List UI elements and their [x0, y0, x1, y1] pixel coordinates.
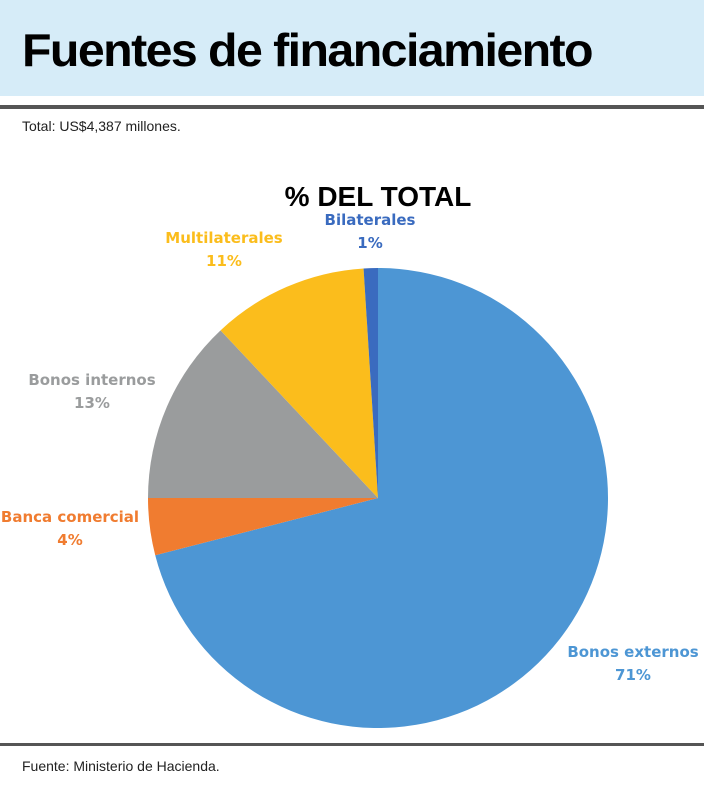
- chart-title: % DEL TOTAL: [285, 181, 472, 212]
- footer-rule: [0, 743, 704, 746]
- slice-value-label: 13%: [74, 394, 110, 412]
- slice-label: Bonos externos: [567, 643, 698, 661]
- slice-label: Banca comercial: [1, 508, 139, 526]
- slice-label: Multilaterales: [165, 229, 283, 247]
- slice-label: Bilaterales: [325, 211, 416, 229]
- source: Fuente: Ministerio de Hacienda.: [22, 758, 220, 774]
- pie: [148, 268, 608, 728]
- slice-value-label: 71%: [615, 666, 651, 684]
- pie-slice: [148, 330, 378, 498]
- slice-value-label: 11%: [206, 252, 242, 270]
- subtitle: Total: US$4,387 millones.: [22, 118, 181, 134]
- slice-value-label: 4%: [57, 531, 82, 549]
- pie-slice: [220, 268, 378, 498]
- pie-slice: [148, 498, 378, 556]
- header-band: [0, 0, 704, 96]
- slice-value-label: 1%: [357, 234, 382, 252]
- slice-label: Bonos internos: [28, 371, 155, 389]
- header-rule: [0, 105, 704, 109]
- page-title: Fuentes de financiamiento: [22, 24, 592, 76]
- pie-slice: [155, 268, 608, 728]
- pie-slice: [363, 268, 378, 498]
